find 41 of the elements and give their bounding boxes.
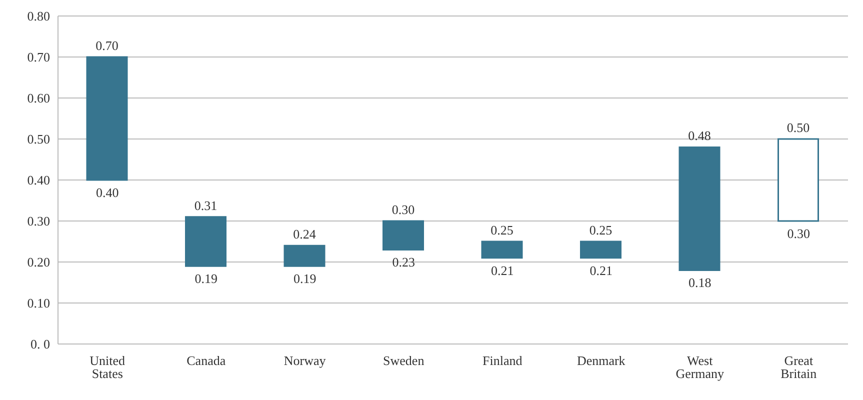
annotation: 0.30 [787, 226, 810, 241]
data-label: 0.70 [96, 38, 118, 53]
data-label: 0.48 [688, 128, 711, 144]
y-tick-label: 0.20 [27, 254, 50, 270]
y-tick-label: 0.50 [27, 132, 50, 147]
y-tick-label: 0. 0 [30, 336, 50, 352]
y-tick-label: 0.60 [27, 90, 50, 106]
bar [678, 146, 720, 271]
x-tick-label: Denmark [576, 353, 626, 368]
data-label: 0.24 [293, 226, 316, 242]
annotation: 0.21 [590, 262, 612, 278]
data-label: 0.31 [194, 198, 218, 213]
bar [481, 240, 523, 259]
bar [185, 216, 226, 267]
annotation: 0.40 [96, 185, 119, 200]
bar [580, 240, 622, 259]
y-tick-label: 0.10 [27, 296, 50, 311]
data-label: 0.25 [589, 222, 612, 238]
data-label: 0.25 [490, 222, 514, 238]
x-tick-label: Canada [186, 353, 226, 368]
annotation: 0.18 [688, 275, 712, 290]
y-tick-label: 0.70 [27, 50, 50, 65]
x-tick-label: Norway [284, 353, 326, 368]
x-tick-label: Finland [482, 353, 523, 368]
annotation: 0.23 [392, 254, 415, 270]
annotation: 0.19 [194, 271, 218, 286]
x-tick-label: Great Britain [780, 353, 818, 382]
bar [86, 56, 128, 181]
annotation: 0.21 [491, 262, 514, 278]
y-tick-label: 0.40 [27, 172, 50, 188]
x-tick-label: Sweden [383, 353, 425, 368]
annotation: 0.19 [294, 271, 316, 286]
x-tick-label: United States [90, 353, 126, 382]
y-tick-label: 0.30 [27, 214, 50, 229]
x-tick-label: West Germany [676, 353, 725, 382]
bar [284, 244, 326, 267]
bar [382, 220, 424, 250]
data-label: 0.50 [786, 120, 810, 135]
y-tick-label: 0.80 [27, 8, 50, 24]
bar [778, 138, 819, 222]
data-label: 0.30 [392, 202, 415, 217]
